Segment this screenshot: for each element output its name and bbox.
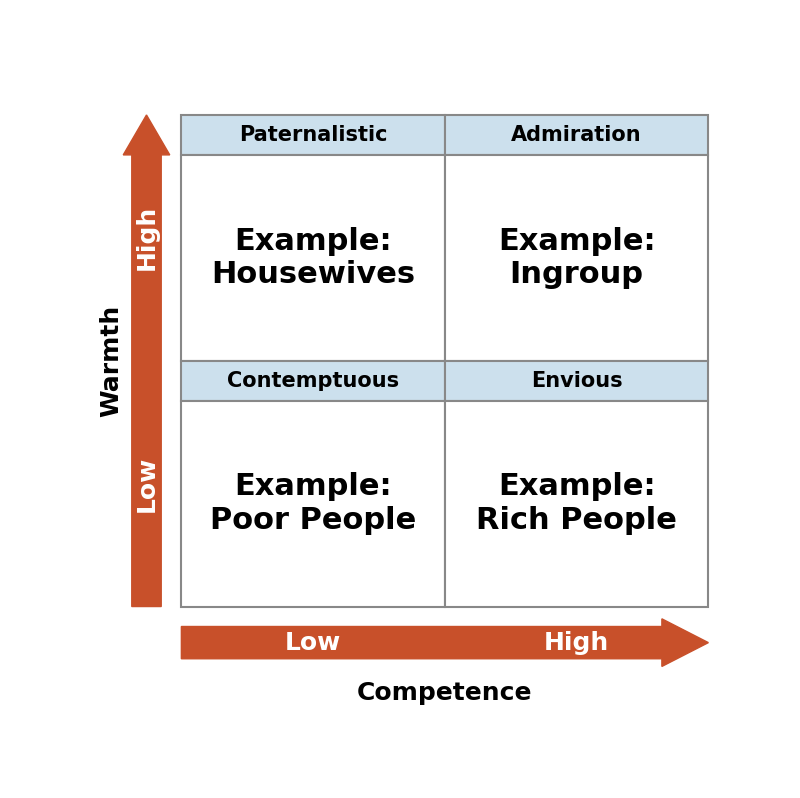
Bar <box>445 361 708 401</box>
Text: Competence: Competence <box>357 681 533 705</box>
Text: Envious: Envious <box>531 371 622 391</box>
Text: Paternalistic: Paternalistic <box>239 125 387 145</box>
Text: Low: Low <box>285 630 342 654</box>
Bar <box>182 115 445 155</box>
Text: Warmth: Warmth <box>100 305 124 417</box>
Text: Contemptuous: Contemptuous <box>227 371 399 391</box>
Bar <box>445 401 708 606</box>
Text: Example:
Poor People: Example: Poor People <box>210 472 416 535</box>
Text: Example:
Housewives: Example: Housewives <box>211 227 415 289</box>
Text: Admiration: Admiration <box>511 125 642 145</box>
Bar <box>182 361 445 401</box>
Bar <box>445 115 708 155</box>
FancyArrow shape <box>182 618 708 666</box>
Text: High: High <box>544 630 610 654</box>
FancyArrow shape <box>123 115 170 606</box>
Bar <box>182 401 445 606</box>
Bar <box>182 155 445 361</box>
Text: Example:
Ingroup: Example: Ingroup <box>498 227 655 289</box>
Bar <box>445 155 708 361</box>
Text: Low: Low <box>134 456 158 512</box>
Text: Example:
Rich People: Example: Rich People <box>476 472 677 535</box>
Text: High: High <box>134 205 158 271</box>
